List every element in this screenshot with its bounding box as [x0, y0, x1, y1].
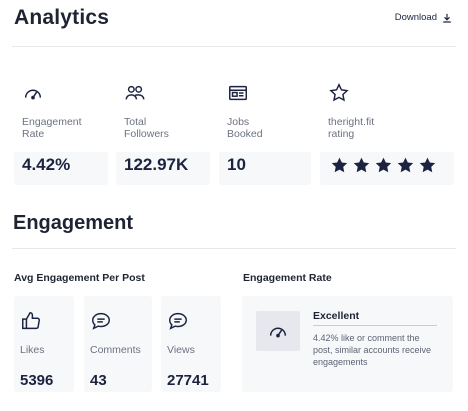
engagement-rate-card: Excellent 4.42% like or comment the post…: [242, 296, 453, 392]
metric-card-comments: Comments 43: [84, 296, 152, 392]
metric-card-likes: Likes 5396: [14, 296, 74, 392]
stat-label: Engagement Rate: [22, 116, 82, 140]
stat-card-jobs-booked: Jobs Booked 10: [219, 67, 311, 185]
views-icon: [169, 312, 187, 330]
download-button[interactable]: Download: [395, 12, 452, 23]
rating-stars: [330, 156, 437, 175]
rating-title: Excellent: [313, 310, 360, 322]
gauge-icon: [269, 327, 287, 338]
metric-card-views: Views 27741: [161, 296, 221, 392]
stat-value: 4.42%: [22, 155, 71, 174]
star-filled-icon: [375, 157, 392, 173]
metric-value: 5396: [20, 372, 54, 389]
download-icon: [443, 13, 451, 23]
divider: [12, 248, 456, 249]
star-filled-icon: [331, 157, 348, 173]
page-title: Analytics: [14, 6, 110, 29]
stat-value: 122.97K: [124, 155, 189, 174]
comments-icon: [92, 312, 110, 330]
engagement-rate-heading: Engagement Rate: [243, 272, 332, 284]
jobs-icon: [229, 85, 247, 101]
stat-label: theright.fit rating: [328, 116, 375, 140]
stat-value: 10: [227, 155, 246, 174]
gauge-icon: [24, 89, 42, 100]
divider: [313, 325, 437, 326]
metric-label: Views: [167, 344, 195, 356]
stat-card-total-followers: Total Followers 122.97K: [116, 67, 210, 185]
metric-label: Likes: [20, 344, 45, 356]
stat-card-rating: theright.fit rating: [320, 67, 454, 185]
metric-value: 27741: [167, 372, 209, 389]
stat-label: Jobs Booked: [227, 116, 263, 140]
section-title: Engagement: [13, 212, 134, 234]
avg-engagement-heading: Avg Engagement Per Post: [14, 272, 145, 284]
download-label: Download: [394, 12, 437, 23]
metric-value: 43: [90, 372, 107, 389]
star-filled-icon: [353, 157, 370, 173]
stat-card-engagement-rate: Engagement Rate 4.42%: [14, 67, 108, 185]
star-outline-icon: [329, 83, 349, 102]
star-filled-icon: [397, 157, 414, 173]
divider: [12, 46, 456, 47]
gauge-tile: [256, 311, 300, 351]
star-filled-icon: [419, 157, 436, 173]
rating-description: 4.42% like or comment the post, similar …: [313, 333, 432, 367]
metric-label: Comments: [90, 344, 141, 356]
followers-icon: [125, 85, 145, 100]
thumbs-up-icon: [22, 312, 40, 330]
stat-label: Total Followers: [124, 116, 169, 140]
